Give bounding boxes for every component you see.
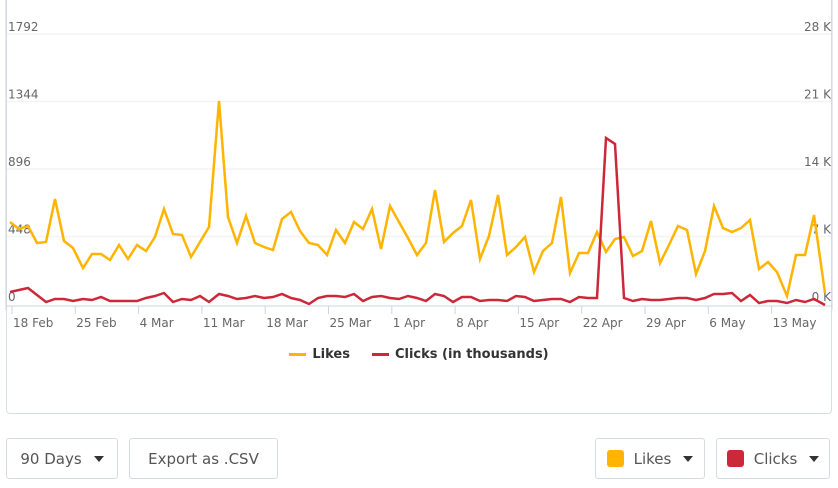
left-axis-tick-label: 1344 — [8, 88, 39, 102]
x-axis-tick-label: 13 May — [773, 316, 817, 330]
clicks-line-swatch-icon — [371, 353, 389, 356]
clicks-series-line[interactable] — [9, 135, 826, 307]
right-axis-tick-label: 21 K — [804, 88, 832, 102]
range-dropdown[interactable]: 90 Days — [6, 438, 118, 479]
legend-item-clicks[interactable]: Clicks (in thousands) — [371, 347, 549, 362]
left-axis-tick-label: 896 — [8, 155, 31, 169]
likes-color-swatch-icon — [606, 450, 624, 467]
right-axis-ticks: 0 K7 K14 K21 K28 K — [804, 20, 832, 304]
left-series-dropdown[interactable]: Likes — [595, 438, 705, 479]
export-csv-button[interactable]: Export as .CSV — [129, 438, 278, 479]
likes-line-swatch-icon — [289, 353, 307, 356]
x-axis-tick-label: 6 May — [709, 316, 745, 330]
clicks-color-swatch-icon — [726, 450, 744, 467]
legend-label-likes: Likes — [312, 347, 350, 362]
right-series-dropdown[interactable]: Clicks — [716, 438, 830, 479]
right-axis-tick-label: 28 K — [804, 20, 832, 34]
right-series-label: Clicks — [753, 449, 798, 468]
likes-series-line[interactable] — [9, 100, 827, 301]
x-axis-tick-label: 11 Mar — [203, 316, 245, 330]
x-axis-tick-label: 4 Mar — [140, 316, 174, 330]
caret-down-icon — [809, 455, 820, 462]
left-axis-tick-label: 1792 — [8, 20, 39, 34]
caret-down-icon — [683, 455, 694, 462]
x-axis-tick-label: 1 Apr — [393, 316, 425, 330]
right-axis-tick-label: 14 K — [804, 155, 832, 169]
x-axis-tick-label: 22 Apr — [583, 316, 623, 330]
x-axis-tick-label: 18 Feb — [13, 316, 53, 330]
x-axis-tick-label: 8 Apr — [456, 316, 488, 330]
legend-item-likes[interactable]: Likes — [289, 347, 350, 362]
x-axis-ticks: 18 Feb 25 Feb 4 Mar 11 Mar 18 Mar 25 Mar 1 Apr… — [11, 306, 817, 330]
x-axis-tick-label: 29 Apr — [646, 316, 686, 330]
chart-legend: Likes Clicks (in thousands) — [0, 347, 838, 362]
x-axis-tick-label: 18 Mar — [266, 316, 308, 330]
range-dropdown-label: 90 Days — [20, 449, 82, 468]
x-axis-tick-label: 25 Mar — [330, 316, 372, 330]
caret-down-icon — [93, 455, 104, 462]
x-axis-tick-label: 25 Feb — [76, 316, 116, 330]
export-csv-label: Export as .CSV — [148, 449, 259, 468]
left-series-label: Likes — [633, 449, 672, 468]
left-axis-tick-label: 0 — [8, 290, 16, 304]
gridlines — [7, 33, 831, 238]
x-axis-tick-label: 15 Apr — [519, 316, 559, 330]
legend-label-clicks: Clicks (in thousands) — [394, 347, 549, 362]
